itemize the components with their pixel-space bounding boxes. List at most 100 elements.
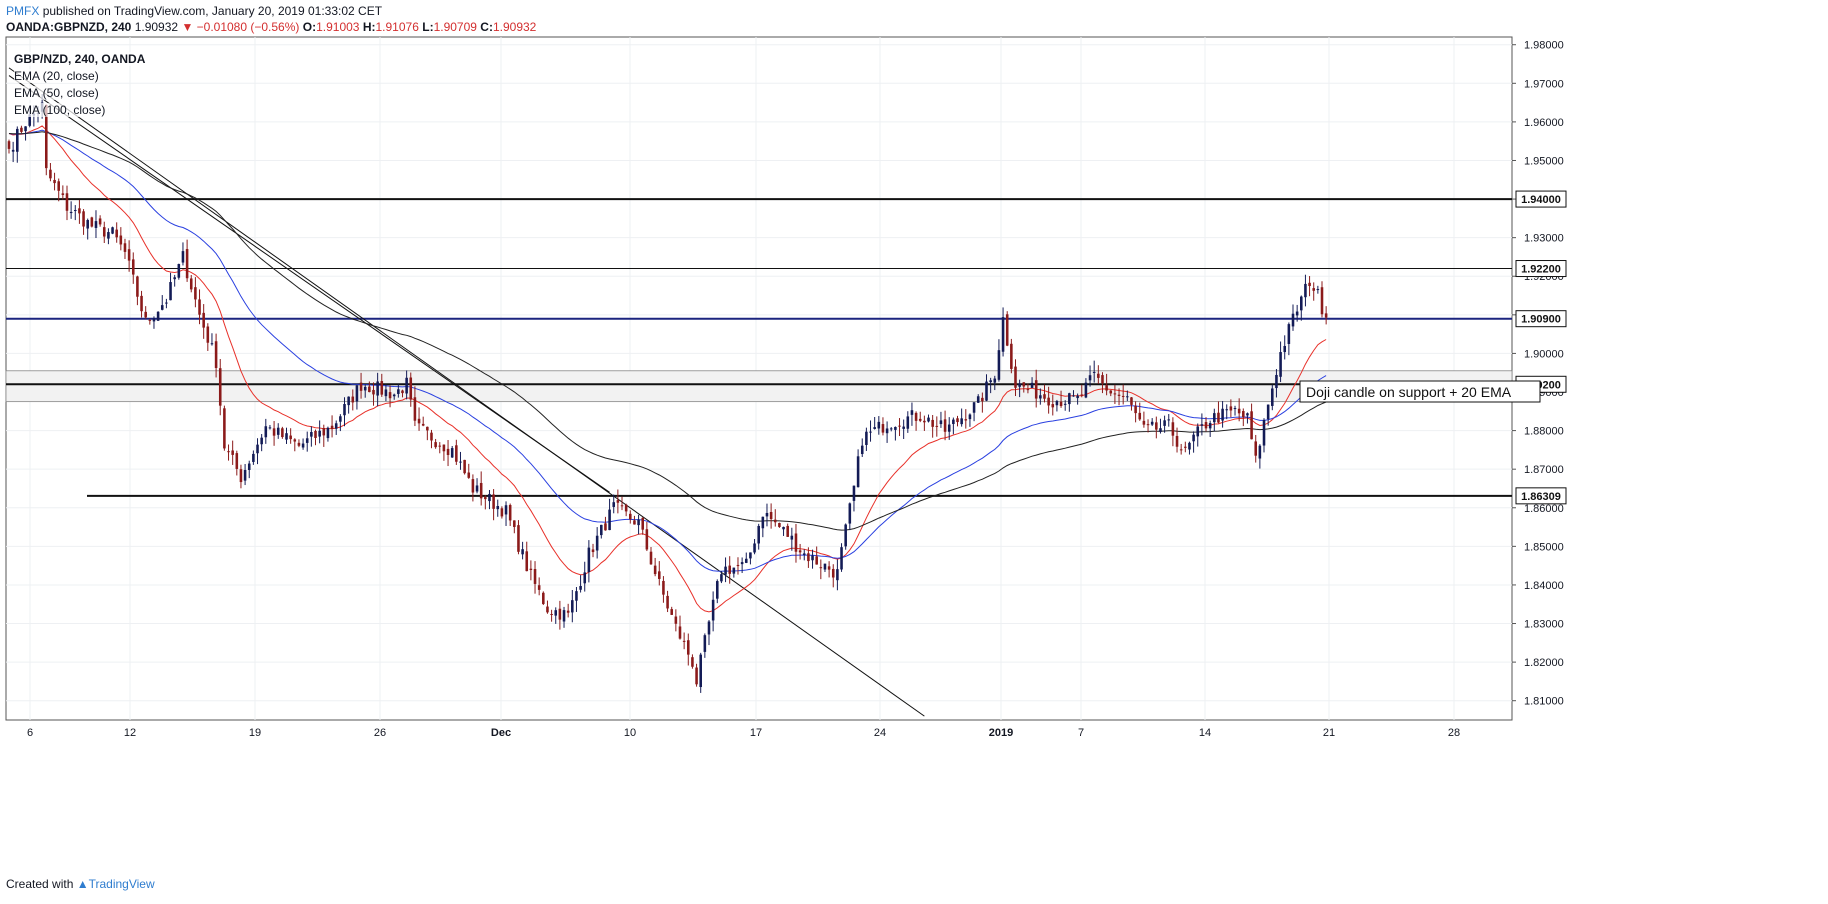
candle-body bbox=[612, 502, 616, 507]
candle-body bbox=[1316, 289, 1320, 291]
candle-body bbox=[504, 505, 508, 515]
candle-body bbox=[156, 311, 160, 321]
candle-body bbox=[94, 221, 98, 228]
publisher-name[interactable]: PMFX bbox=[6, 4, 40, 18]
candle-body bbox=[1254, 441, 1258, 456]
candle-body bbox=[165, 302, 168, 304]
candle-body bbox=[823, 563, 827, 570]
candle-body bbox=[840, 547, 843, 570]
candle-body bbox=[185, 249, 189, 279]
annotation-text: Doji candle on support + 20 EMA bbox=[1306, 384, 1512, 400]
candle-body bbox=[136, 276, 139, 297]
low-label: L: bbox=[422, 20, 434, 34]
candle-body bbox=[1295, 311, 1299, 316]
candle-body bbox=[347, 396, 350, 406]
candle-body bbox=[409, 377, 413, 400]
candle-body bbox=[894, 426, 897, 430]
candle-body bbox=[202, 312, 205, 328]
candle-body bbox=[90, 217, 94, 227]
candle-body bbox=[786, 525, 789, 537]
candle-body bbox=[305, 438, 309, 443]
candle-body bbox=[231, 450, 234, 455]
candle-body bbox=[1047, 397, 1050, 406]
candle-body bbox=[724, 566, 727, 575]
grid bbox=[5, 36, 1513, 721]
candle-body bbox=[430, 432, 433, 441]
tradingview-link[interactable]: TradingView bbox=[88, 877, 155, 891]
y-tick-label: 1.93000 bbox=[1524, 233, 1564, 245]
candle-body bbox=[380, 381, 384, 395]
candle-body bbox=[637, 519, 640, 526]
candle-body bbox=[206, 326, 210, 343]
ema-50-line bbox=[8, 129, 1327, 572]
candle-body bbox=[359, 382, 363, 391]
legend-ema100[interactable]: EMA (100, close) bbox=[14, 103, 106, 117]
candle-body bbox=[972, 402, 976, 413]
y-tick-label: 1.86000 bbox=[1524, 503, 1564, 515]
candle-body bbox=[1076, 395, 1079, 399]
candle-body bbox=[993, 378, 997, 383]
candle-body bbox=[508, 505, 512, 521]
level-price-box bbox=[1515, 310, 1567, 328]
candle-body bbox=[434, 442, 437, 448]
trendline bbox=[8, 67, 925, 717]
candle-body bbox=[1109, 390, 1113, 394]
x-tick-label: 28 bbox=[1448, 727, 1460, 739]
candle-body bbox=[1055, 401, 1059, 406]
candle-body bbox=[281, 428, 284, 438]
candle-body bbox=[115, 229, 118, 238]
candle-body bbox=[1142, 420, 1146, 425]
legend-ema20[interactable]: EMA (20, close) bbox=[14, 69, 99, 83]
candle-body bbox=[715, 581, 719, 599]
candle-body bbox=[160, 305, 164, 310]
candle-body bbox=[1068, 393, 1071, 405]
y-tick-label: 1.97000 bbox=[1524, 78, 1564, 90]
candle-body bbox=[247, 463, 251, 470]
candle-body bbox=[442, 444, 446, 452]
candle-body bbox=[181, 251, 185, 263]
candle-body bbox=[711, 599, 715, 621]
candle-body bbox=[372, 389, 375, 395]
candle-body bbox=[426, 426, 429, 431]
candle-body bbox=[343, 403, 346, 416]
candle-body bbox=[600, 524, 603, 536]
low-value: 1.90709 bbox=[433, 20, 477, 34]
candle-body bbox=[1039, 395, 1042, 399]
candle-body bbox=[968, 414, 972, 420]
candle-body bbox=[86, 220, 89, 229]
x-tick-label: 19 bbox=[249, 727, 261, 739]
y-tick-label: 1.84000 bbox=[1524, 580, 1564, 592]
y-tick-label: 1.90000 bbox=[1524, 348, 1564, 360]
candle-body bbox=[1221, 408, 1224, 421]
candle-body bbox=[881, 424, 885, 433]
candle-body bbox=[865, 431, 868, 445]
candle-body bbox=[239, 469, 243, 483]
candle-body bbox=[997, 350, 1001, 380]
x-tick-label: 10 bbox=[624, 727, 636, 739]
candle-body bbox=[848, 503, 852, 524]
y-tick-label: 1.82000 bbox=[1524, 657, 1564, 669]
candle-body bbox=[765, 512, 769, 517]
candle-body bbox=[471, 479, 475, 493]
candle-body bbox=[1300, 296, 1303, 311]
level-price-box bbox=[1515, 260, 1567, 278]
candle-body bbox=[78, 208, 81, 214]
candle-body bbox=[15, 128, 19, 152]
candle-body bbox=[1130, 397, 1133, 405]
candle-body bbox=[533, 569, 537, 584]
candle-body bbox=[152, 318, 156, 322]
last-price: 1.90932 bbox=[134, 20, 179, 34]
candle-body bbox=[1113, 393, 1117, 395]
candle-body bbox=[695, 667, 698, 685]
tradingview-logo-icon: ▲ bbox=[76, 877, 89, 891]
level-price-label: 1.90900 bbox=[1521, 314, 1561, 326]
close-value: 1.90932 bbox=[492, 20, 537, 34]
candle-body bbox=[243, 469, 247, 481]
candle-body bbox=[421, 423, 425, 426]
candle-body bbox=[1175, 435, 1179, 447]
y-tick-label: 1.85000 bbox=[1524, 541, 1564, 553]
candle-body bbox=[542, 592, 545, 604]
legend-ema50[interactable]: EMA (50, close) bbox=[14, 86, 99, 100]
y-tick-label: 1.88000 bbox=[1524, 426, 1564, 438]
